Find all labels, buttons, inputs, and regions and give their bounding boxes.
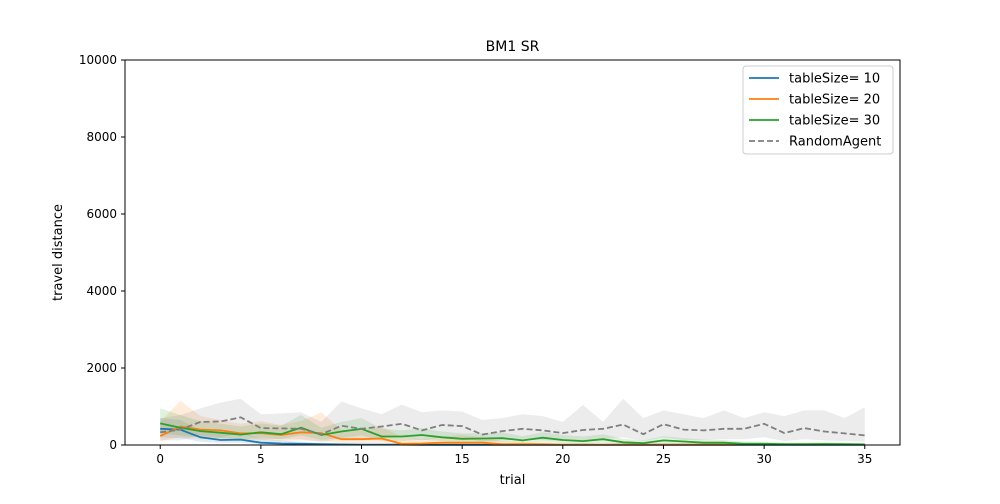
legend-box bbox=[742, 65, 894, 155]
legend-label: tableSize= 10 bbox=[789, 72, 880, 87]
series-line bbox=[160, 422, 865, 446]
series-line bbox=[160, 416, 865, 437]
axes-frame bbox=[124, 59, 901, 446]
y-axis: 0 2000 4000 6000 8000 10000 bbox=[79, 53, 125, 452]
legend-label: tableSize= 20 bbox=[789, 93, 880, 108]
legend-label: RandomAgent bbox=[789, 135, 881, 150]
confidence-band bbox=[160, 408, 865, 445]
y-tick-label: 4000 bbox=[86, 284, 117, 298]
x-tick-label: 15 bbox=[455, 452, 470, 466]
y-tick-label: 6000 bbox=[86, 207, 117, 221]
y-tick-label: 0 bbox=[109, 438, 117, 452]
y-tick-label: 10000 bbox=[79, 53, 117, 67]
y-axis-label: travel distance bbox=[51, 204, 66, 301]
legend-label: tableSize= 30 bbox=[789, 114, 880, 129]
confidence-bands bbox=[160, 398, 865, 445]
x-tick-label: 35 bbox=[857, 452, 872, 466]
x-axis: 0 5 10 15 20 25 30 35 bbox=[156, 445, 872, 466]
x-tick-label: 5 bbox=[257, 452, 265, 466]
y-tick-label: 2000 bbox=[86, 361, 117, 375]
legend: tableSize= 10 tableSize= 20 tableSize= 30 R… bbox=[742, 65, 894, 155]
x-tick-label: 0 bbox=[156, 452, 164, 466]
x-tick-label: 10 bbox=[354, 452, 369, 466]
x-tick-label: 20 bbox=[555, 452, 570, 466]
y-tick-label: 8000 bbox=[86, 130, 117, 144]
x-tick-label: 25 bbox=[656, 452, 671, 466]
chart-title: BM1 SR bbox=[486, 39, 540, 55]
confidence-band bbox=[160, 400, 865, 445]
confidence-band bbox=[160, 418, 865, 445]
confidence-band bbox=[160, 398, 865, 442]
x-tick-label: 30 bbox=[756, 452, 771, 466]
x-axis-label: trial bbox=[500, 473, 526, 488]
